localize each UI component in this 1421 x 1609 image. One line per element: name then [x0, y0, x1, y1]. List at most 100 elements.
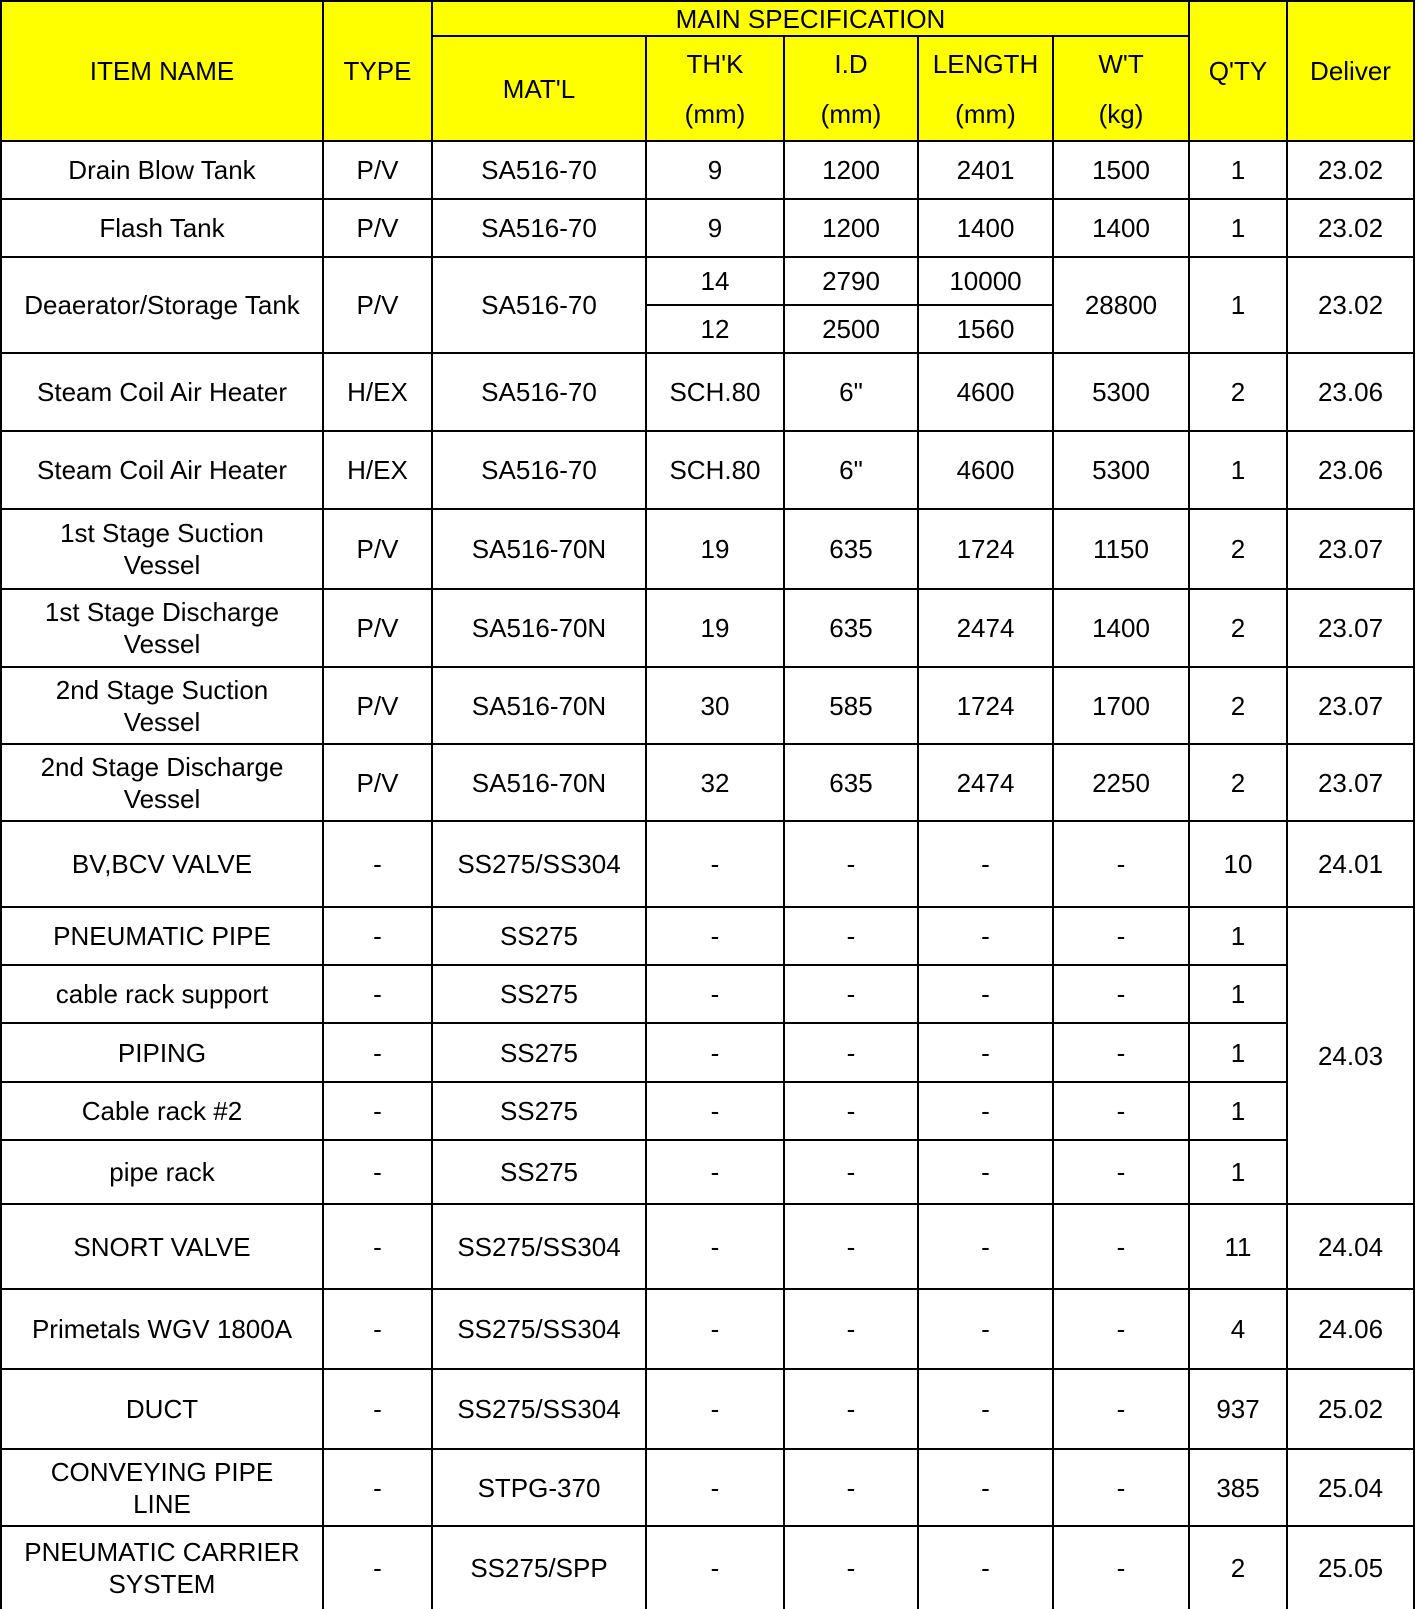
- cell-type: -: [322, 1081, 433, 1141]
- cell-matl: SS275: [431, 1081, 647, 1141]
- cell-deliver: 25.02: [1286, 1368, 1416, 1450]
- table-row: pipe rack - SS275 - - - - 1: [0, 1139, 1414, 1205]
- cell-deliver: 24.04: [1286, 1203, 1416, 1290]
- cell-type: P/V: [322, 588, 433, 668]
- cell-matl: STPG-370: [431, 1448, 647, 1527]
- cell-length: -: [917, 1368, 1054, 1450]
- table-row: Steam Coil Air Heater H/EX SA516-70 SCH.…: [0, 352, 1416, 432]
- cell-qty: 385: [1188, 1448, 1289, 1527]
- cell-type: -: [322, 1368, 433, 1450]
- cell-wt: -: [1051, 964, 1191, 1024]
- cell-length: -: [917, 1022, 1054, 1083]
- col-header-matl: MAT'L: [431, 35, 647, 142]
- cell-thk: -: [645, 1081, 785, 1141]
- col-header-qty: Q'TY: [1188, 0, 1289, 142]
- cell-deliver: 25.04: [1286, 1448, 1416, 1527]
- cell-id: 6": [783, 430, 919, 510]
- table-row: 2nd Stage Discharge Vessel P/V SA516-70N…: [0, 743, 1416, 822]
- cell-thk: -: [645, 906, 785, 966]
- cell-type: P/V: [322, 666, 433, 745]
- col-header-length-unit: (mm): [955, 98, 1016, 129]
- cell-id: 1200: [783, 140, 919, 200]
- cell-item-name: Steam Coil Air Heater: [0, 352, 324, 432]
- table-row: Drain Blow Tank P/V SA516-70 9 1200 2401…: [0, 140, 1416, 200]
- cell-deliver-merged: 24.03: [1286, 906, 1416, 1205]
- cell-qty: 1: [1188, 1022, 1289, 1083]
- cell-wt: -: [1051, 1081, 1191, 1141]
- cell-wt: -: [1051, 820, 1191, 908]
- cell-wt: -: [1051, 1368, 1191, 1450]
- cell-matl: SS275/SPP: [431, 1525, 647, 1609]
- table-row: DUCT - SS275/SS304 - - - - 937 25.02: [0, 1368, 1416, 1450]
- cell-length: -: [917, 964, 1054, 1024]
- cell-wt: 1400: [1051, 588, 1191, 668]
- cell-item-name: BV,BCV VALVE: [0, 820, 324, 908]
- cell-deliver: 23.02: [1286, 256, 1416, 354]
- cell-deliver: 23.02: [1286, 140, 1416, 200]
- cell-thk: 19: [645, 588, 785, 668]
- col-header-main-specification: MAIN SPECIFICATION: [430, 0, 1191, 37]
- table-row: BV,BCV VALVE - SS275/SS304 - - - - 10 24…: [0, 820, 1416, 908]
- col-header-id: I.D (mm): [783, 35, 919, 142]
- cell-item-name: cable rack support: [0, 964, 324, 1024]
- cell-matl: SA516-70: [431, 140, 647, 200]
- cell-item-name: PNEUMATIC PIPE: [0, 906, 324, 966]
- cell-matl: SA516-70N: [431, 743, 647, 822]
- cell-qty: 1: [1188, 1081, 1289, 1141]
- cell-length: -: [917, 906, 1054, 966]
- table-row: 2nd Stage Suction Vessel P/V SA516-70N 3…: [0, 666, 1416, 745]
- cell-thk: 9: [645, 198, 785, 258]
- cell-wt: -: [1051, 906, 1191, 966]
- cell-item-name: 2nd Stage Discharge Vessel: [0, 743, 324, 822]
- cell-id: 635: [783, 588, 919, 668]
- cell-type: H/EX: [322, 430, 433, 510]
- col-header-wt-unit: (kg): [1098, 98, 1144, 129]
- cell-deliver: 23.02: [1286, 198, 1416, 258]
- cell-id: 635: [783, 743, 919, 822]
- cell-length: 4600: [917, 352, 1054, 432]
- cell-thk: -: [645, 964, 785, 1024]
- cell-id: -: [783, 1525, 919, 1609]
- cell-length: -: [917, 1081, 1054, 1141]
- cell-qty: 2: [1188, 666, 1289, 745]
- cell-wt: 2250: [1051, 743, 1191, 822]
- cell-id: 635: [783, 508, 919, 590]
- cell-wt: 28800: [1051, 256, 1191, 354]
- table-row: Cable rack #2 - SS275 - - - - 1: [0, 1081, 1414, 1141]
- col-header-type: TYPE: [322, 0, 433, 142]
- cell-item-name: Primetals WGV 1800A: [0, 1288, 324, 1370]
- cell-type: P/V: [322, 508, 433, 590]
- cell-type: -: [322, 1022, 433, 1083]
- cell-id: -: [783, 1448, 919, 1527]
- cell-qty: 1: [1188, 140, 1289, 200]
- col-header-id-label: I.D: [834, 48, 868, 79]
- cell-item-name: 1st Stage Discharge Vessel: [0, 588, 324, 668]
- cell-qty: 2: [1188, 508, 1289, 590]
- cell-length: -: [917, 820, 1054, 908]
- cell-type: P/V: [322, 743, 433, 822]
- cell-id: -: [783, 1288, 919, 1370]
- cell-matl: SA516-70: [431, 430, 647, 510]
- cell-length: 1724: [917, 508, 1054, 590]
- cell-type: -: [322, 1448, 433, 1527]
- cell-qty: 1: [1188, 256, 1289, 354]
- cell-matl: SA516-70N: [431, 588, 647, 668]
- cell-item-name: PIPING: [0, 1022, 324, 1083]
- header-row-main: ITEM NAME TYPE MAIN SPECIFICATION Q'TY D…: [0, 0, 1416, 142]
- table-row: Primetals WGV 1800A - SS275/SS304 - - - …: [0, 1288, 1416, 1370]
- cell-qty: 1: [1188, 198, 1289, 258]
- cell-deliver: 23.07: [1286, 743, 1416, 822]
- cell-item-name: Flash Tank: [0, 198, 324, 258]
- cell-wt: -: [1051, 1448, 1191, 1527]
- table-row: 1st Stage Discharge Vessel P/V SA516-70N…: [0, 588, 1416, 668]
- table-row: Deaerator/Storage Tank P/V SA516-70 14 2…: [0, 256, 1416, 354]
- table-row: CONVEYING PIPE LINE - STPG-370 - - - - 3…: [0, 1448, 1416, 1527]
- cell-wt: 1150: [1051, 508, 1191, 590]
- cell-matl: SA516-70N: [431, 508, 647, 590]
- cell-item-name: CONVEYING PIPE LINE: [0, 1448, 324, 1527]
- cell-deliver: 24.06: [1286, 1288, 1416, 1370]
- cell-thk: -: [645, 1022, 785, 1083]
- cell-thk: -: [645, 1368, 785, 1450]
- cell-type: H/EX: [322, 352, 433, 432]
